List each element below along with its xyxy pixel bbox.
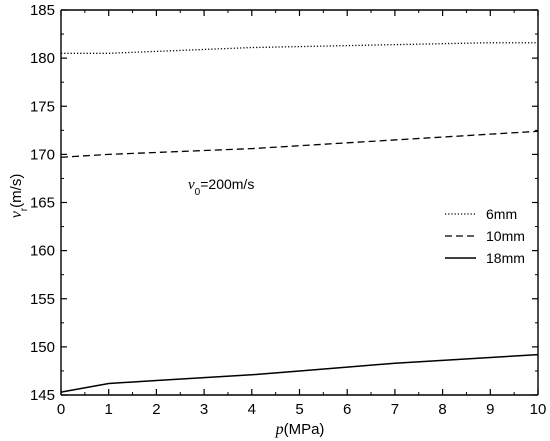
- legend: 6mm 10mm 18mm: [445, 206, 525, 266]
- y-tick-label: 150: [30, 339, 55, 356]
- legend-label-10mm: 10mm: [486, 228, 525, 244]
- x-tick-label: 2: [152, 401, 160, 418]
- x-tick-label: 7: [391, 401, 399, 418]
- x-tick-label: 0: [57, 401, 65, 418]
- y-tick-label: 170: [30, 146, 55, 163]
- series-layer: [60, 42, 539, 393]
- x-tick-label: 3: [200, 401, 208, 418]
- y-tick-label: 145: [30, 387, 55, 404]
- series-line-10mm: [60, 130, 539, 158]
- plot-area: [61, 10, 538, 395]
- series-line-18mm: [60, 353, 539, 393]
- x-tick-label: 6: [343, 401, 351, 418]
- x-tick-label: 10: [530, 401, 547, 418]
- x-tick-label: 5: [295, 401, 303, 418]
- series-line-6mm: [61, 42, 538, 54]
- y-axis-title: vr(m/s): [8, 174, 30, 219]
- x-tick-label: 9: [486, 401, 494, 418]
- x-tick-label: 1: [105, 401, 113, 418]
- y-tick-label: 175: [30, 98, 55, 115]
- y-tick-label: 160: [30, 243, 55, 260]
- legend-label-18mm: 18mm: [486, 250, 525, 266]
- y-tick-label: 155: [30, 291, 55, 308]
- ticks-layer: 0 1 2 3 4 5 6 7 8 9 10 145 150 155 160 165 170 175 180 185: [30, 2, 546, 418]
- legend-label-6mm: 6mm: [486, 206, 517, 222]
- y-tick-label: 185: [30, 2, 55, 19]
- y-tick-label: 165: [30, 195, 55, 212]
- y-tick-label: 180: [30, 50, 55, 67]
- x-axis-title: p(MPa): [275, 421, 325, 438]
- plot-background: [61, 10, 538, 395]
- x-tick-label: 8: [438, 401, 446, 418]
- x-tick-label: 4: [248, 401, 256, 418]
- annotation-initial-velocity: v0=200m/s: [188, 176, 254, 198]
